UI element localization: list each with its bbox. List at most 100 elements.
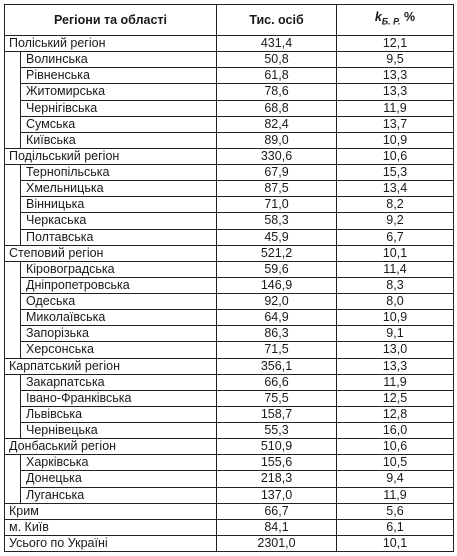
header-regions: Регіони та області [4,4,217,36]
oblast-value: 218,3 [216,470,337,488]
oblast-value: 68,8 [216,99,337,117]
oblast-k: 13,3 [336,67,454,85]
oblast-value: 89,0 [216,131,337,149]
region-row: Донбаський регіон 510,9 10,6 [4,438,454,456]
region-k: 10,6 [336,438,454,456]
table-body: Поліський регіон431,412,1ОбластіВолинськ… [4,34,454,553]
oblast-k: 9,4 [336,470,454,488]
oblast-name: Львівська [20,405,217,424]
oblast-value: 82,4 [216,115,337,133]
oblast-row: Вінницька 71,0 8,2 [5,196,454,214]
oblast-row: Рівненська 61,8 13,3 [5,67,454,85]
region-name: Степовий регіон [4,244,217,262]
oblast-name: Житомирська [20,83,217,101]
summary-k: 5,6 [336,502,454,520]
header-row: Регіони та області Тис. осіб kБ. Р. % [4,4,454,36]
oblast-row: Херсонська 71,5 13,0 [5,341,454,359]
oblast-name: Тернопільська [20,163,217,182]
oblast-name: Запорізька [20,325,217,343]
oblast-k: 11,4 [336,260,454,278]
summary-row: Усього по Україні 2301,0 10,1 [4,534,454,553]
oblast-k: 12,8 [336,405,454,424]
summary-name: м. Київ [4,518,217,536]
oblast-name: Хмельницька [20,180,217,198]
summary-value: 66,7 [216,502,337,520]
oblast-row: Донецька 218,3 9,4 [5,470,454,488]
oblast-k: 13,3 [336,83,454,101]
oblast-k: 8,3 [336,276,454,295]
oblast-row: Львівська 158,7 12,8 [5,405,454,424]
oblast-k: 13,0 [336,341,454,359]
oblast-row: Дніпропетровська 146,9 8,3 [5,276,454,295]
oblast-row: Івано-Франківська 75,5 12,5 [5,389,454,407]
oblast-k: 9,1 [336,325,454,343]
oblast-value: 50,8 [216,51,337,69]
oblast-name: Херсонська [20,341,217,359]
oblast-row: Чернігівська 68,8 11,9 [5,99,454,117]
oblasti-group-label: Області [4,373,21,440]
oblast-value: 61,8 [216,67,337,85]
oblast-k: 10,9 [336,131,454,149]
oblast-value: 155,6 [216,454,337,472]
region-name: Донбаський регіон [4,438,217,456]
oblast-value: 146,9 [216,276,337,295]
summary-k: 10,1 [336,534,454,553]
oblast-k: 9,2 [336,212,454,230]
oblast-name: Одеська [20,292,217,311]
oblast-value: 86,3 [216,325,337,343]
oblast-value: 59,6 [216,260,337,278]
oblast-k: 11,9 [336,373,454,391]
oblast-value: 55,3 [216,421,337,440]
summary-k: 6,1 [336,518,454,536]
oblast-k: 10,9 [336,309,454,327]
oblast-k: 10,5 [336,454,454,472]
oblast-name: Вінницька [20,196,217,214]
oblast-value: 67,9 [216,163,337,182]
oblast-name: Харківська [20,454,217,472]
population-table: Регіони та області Тис. осіб kБ. Р. % По… [4,4,454,553]
oblast-name: Київська [20,131,217,149]
oblast-k: 9,5 [336,51,454,69]
region-value: 431,4 [216,34,337,53]
oblast-k: 13,4 [336,180,454,198]
oblasti-group-label: Області [4,454,21,504]
summary-name: Усього по Україні [4,534,217,553]
summary-name: Крим [4,502,217,520]
oblast-value: 66,6 [216,373,337,391]
oblast-name: Полтавська [20,228,217,246]
oblast-row: Сумська 82,4 13,7 [5,115,454,133]
oblast-name: Закарпатська [20,373,217,391]
region-row: Степовий регіон 521,2 10,1 [4,244,454,262]
oblast-value: 87,5 [216,180,337,198]
oblast-row: Хмельницька 87,5 13,4 [5,180,454,198]
summary-value: 2301,0 [216,534,337,553]
summary-row: Крим 66,7 5,6 [4,502,454,520]
region-row: Карпатський регіон 356,1 13,3 [4,357,454,375]
oblast-name: Луганська [20,486,217,504]
oblast-value: 64,9 [216,309,337,327]
oblast-name: Сумська [20,115,217,133]
summary-row: м. Київ 84,1 6,1 [4,518,454,536]
oblast-value: 78,6 [216,83,337,101]
oblast-name: Івано-Франківська [20,389,217,407]
oblast-value: 137,0 [216,486,337,504]
header-k-sub: Б. Р. [381,16,401,27]
oblast-row: Одеська 92,0 8,0 [5,292,454,311]
oblast-value: 45,9 [216,228,337,246]
oblasti-group-label: Області [4,164,21,246]
oblast-k: 8,2 [336,196,454,214]
oblast-name: Кіровоградська [20,260,217,278]
oblast-k: 12,5 [336,389,454,407]
region-name: Карпатський регіон [4,357,217,375]
region-k: 10,6 [336,147,454,166]
header-k-main: k [374,10,382,25]
region-value: 330,6 [216,147,337,166]
region-value: 521,2 [216,244,337,262]
region-name: Поліський регіон [4,34,217,53]
oblast-k: 15,3 [336,163,454,182]
oblast-row: Житомирська 78,6 13,3 [5,83,454,101]
region-k: 10,1 [336,244,454,262]
oblast-name: Чернівецька [20,421,217,440]
oblast-name: Рівненська [20,67,217,85]
header-k: kБ. Р. % [336,4,454,36]
